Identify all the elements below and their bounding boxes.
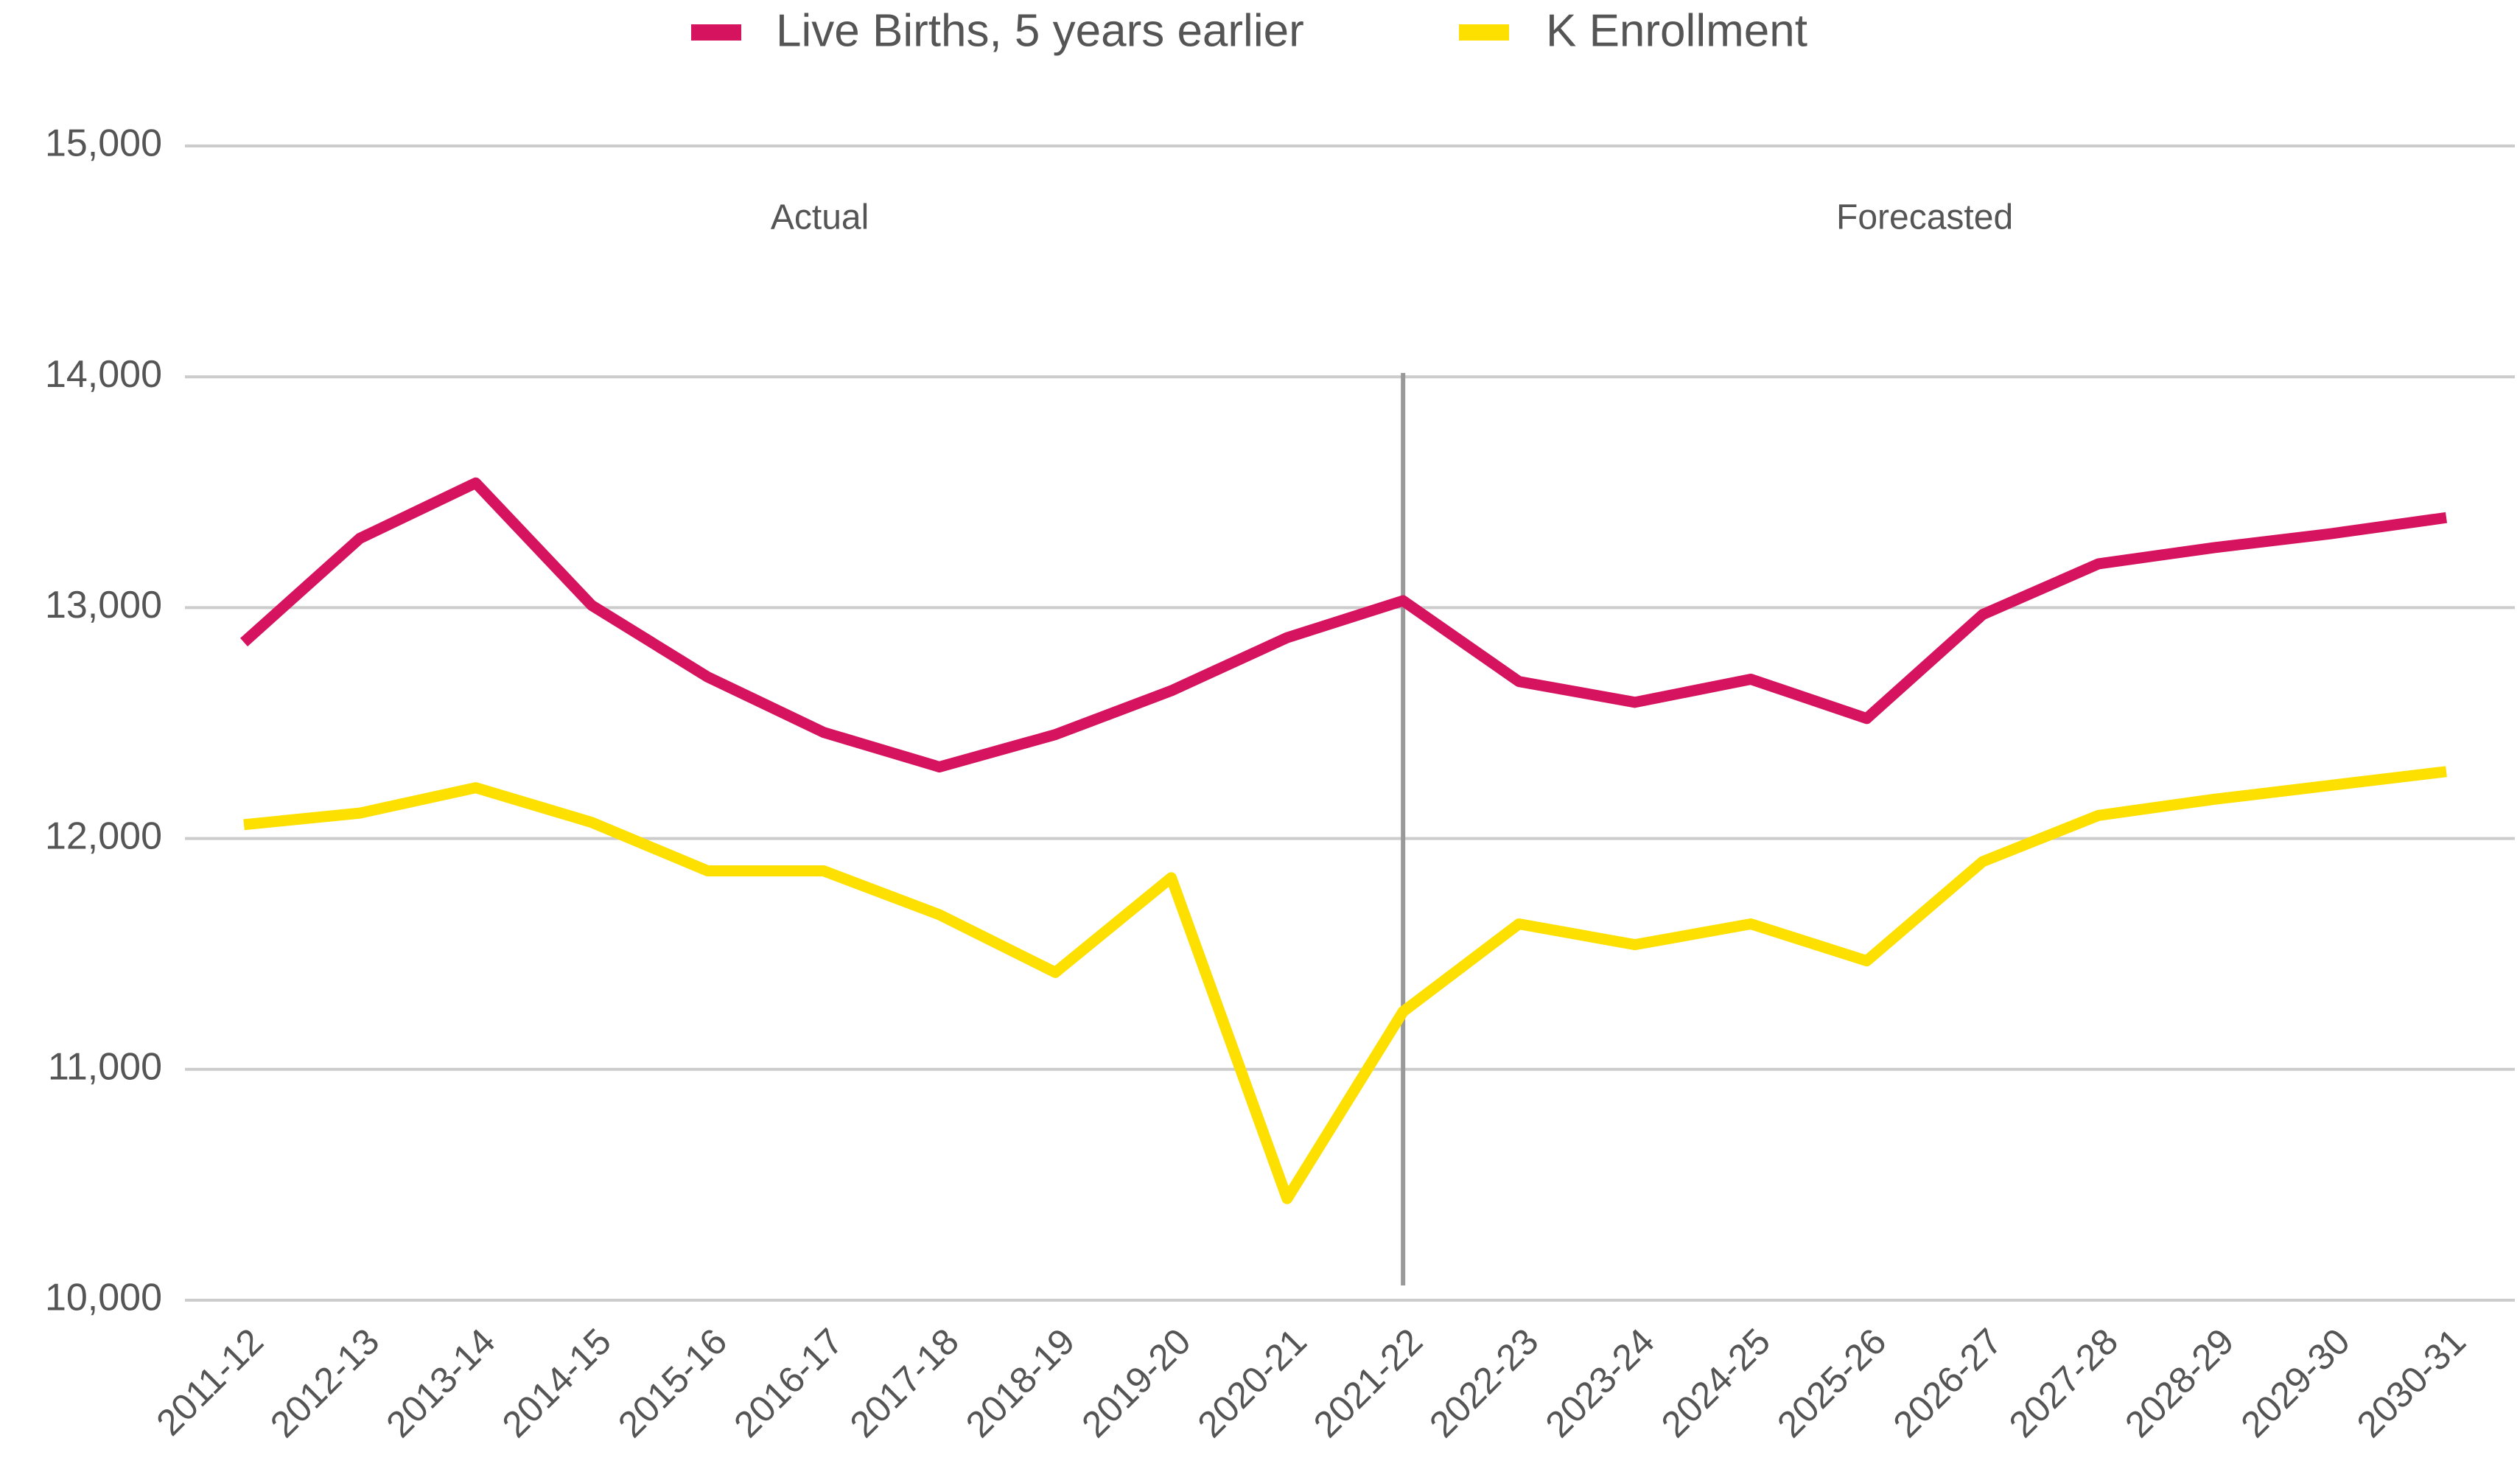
x-tick-label: 2024-25 [1653,1321,1778,1445]
x-tick-label: 2020-21 [1190,1321,1315,1445]
x-tick-label: 2012-13 [262,1321,387,1445]
x-tick-label: 2023-24 [1538,1321,1662,1445]
x-tick-label: 2019-20 [1074,1321,1198,1445]
x-tick-label: 2016-17 [726,1321,850,1445]
x-tick-label: 2026-27 [1885,1321,2009,1445]
legend-swatch [691,24,741,41]
x-tick-label: 2013-14 [378,1321,503,1445]
x-tick-label: 2011-12 [148,1321,271,1444]
x-tick-label: 2030-31 [2349,1321,2474,1445]
x-tick-label: 2017-18 [842,1321,967,1445]
y-tick-label: 15,000 [45,122,162,165]
y-tick-label: 13,000 [45,584,162,627]
legend-label: Live Births, 5 years earlier [776,5,1304,56]
x-tick-label: 2015-16 [610,1321,735,1445]
x-tick-label: 2014-15 [494,1321,619,1445]
x-tick-label: 2028-29 [2117,1321,2241,1445]
x-tick-label: 2025-26 [1769,1321,1894,1445]
x-tick-label: 2022-23 [1421,1321,1546,1445]
annotation: Actual [771,198,869,237]
y-tick-label: 11,000 [48,1046,162,1089]
series-line [243,766,2447,1204]
x-tick-label: 2029-30 [2233,1321,2357,1445]
legend-label: K Enrollment [1546,5,1807,56]
x-tick-label: 2027-28 [2001,1321,2126,1445]
y-tick-label: 14,000 [45,353,162,396]
y-tick-label: 10,000 [45,1277,162,1319]
series-line [239,477,2448,773]
x-tick-label: 2021-22 [1306,1321,1430,1445]
annotation: Forecasted [1836,198,2013,237]
legend-swatch [1459,24,1509,41]
x-tick-label: 2018-19 [958,1321,1082,1445]
y-tick-label: 12,000 [45,814,162,857]
